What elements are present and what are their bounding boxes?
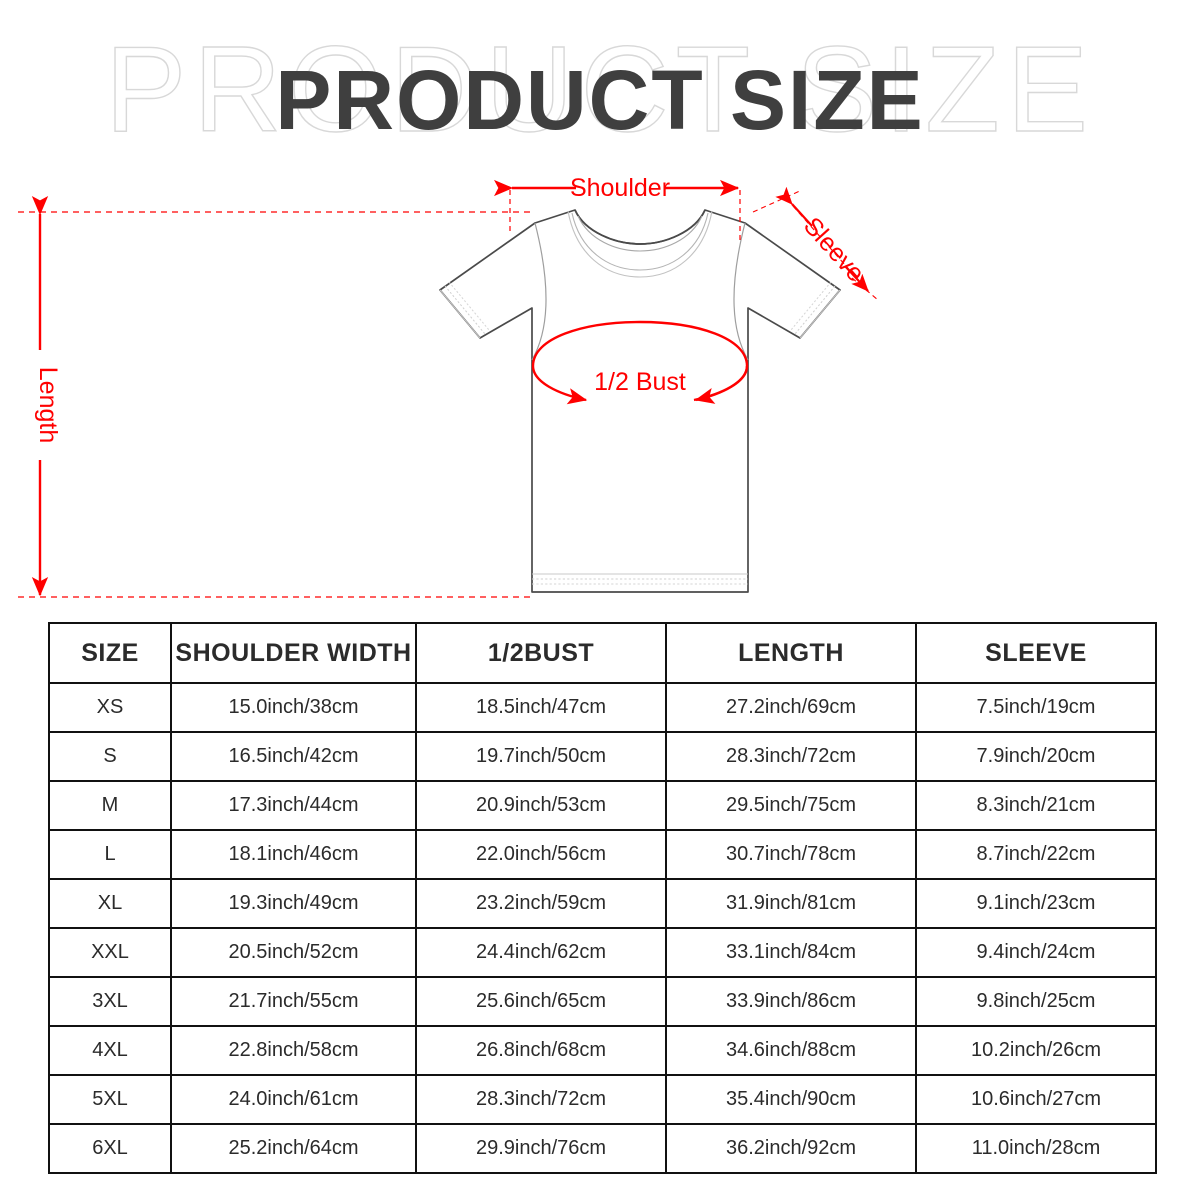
sleeve-cell: 8.7inch/22cm: [915, 829, 1157, 880]
length-cell: 35.4inch/90cm: [665, 1074, 917, 1125]
shoulder-cell: 25.2inch/64cm: [170, 1123, 417, 1174]
sleeve-cell: 10.6inch/27cm: [915, 1074, 1157, 1125]
shoulder-measurement: Shoulder: [494, 174, 741, 242]
column-header-sleeve: SLEEVE: [915, 622, 1157, 684]
column-header-length: LENGTH: [665, 622, 917, 684]
sleeve-cell: 10.2inch/26cm: [915, 1025, 1157, 1076]
shoulder-cell: 21.7inch/55cm: [170, 976, 417, 1027]
bust-cell: 19.7inch/50cm: [415, 731, 667, 782]
bust-measurement: 1/2 Bust: [531, 320, 749, 405]
length-measurement: Length: [18, 196, 530, 598]
size-cell: S: [48, 731, 172, 782]
sleeve-cell: 8.3inch/21cm: [915, 780, 1157, 831]
size-cell: M: [48, 780, 172, 831]
table-row: 4XL 22.8inch/58cm 26.8inch/68cm 34.6inch/88…: [48, 1025, 1157, 1076]
bust-cell: 24.4inch/62cm: [415, 927, 667, 978]
table-row: XXL 20.5inch/52cm 24.4inch/62cm 33.1inch/84…: [48, 927, 1157, 978]
size-cell: XL: [48, 878, 172, 929]
shoulder-cell: 16.5inch/42cm: [170, 731, 417, 782]
shoulder-cell: 22.8inch/58cm: [170, 1025, 417, 1076]
table-row: 5XL 24.0inch/61cm 28.3inch/72cm 35.4inch/90…: [48, 1074, 1157, 1125]
bust-cell: 28.3inch/72cm: [415, 1074, 667, 1125]
table-row: L 18.1inch/46cm 22.0inch/56cm 30.7inch/78cm…: [48, 829, 1157, 880]
size-cell: L: [48, 829, 172, 880]
size-cell: XS: [48, 682, 172, 733]
bust-cell: 29.9inch/76cm: [415, 1123, 667, 1174]
shoulder-cell: 20.5inch/52cm: [170, 927, 417, 978]
sleeve-cell: 9.4inch/24cm: [915, 927, 1157, 978]
size-cell: 4XL: [48, 1025, 172, 1076]
shoulder-cell: 17.3inch/44cm: [170, 780, 417, 831]
table-row: 3XL 21.7inch/55cm 25.6inch/65cm 33.9inch/86…: [48, 976, 1157, 1027]
bust-cell: 20.9inch/53cm: [415, 780, 667, 831]
size-cell: 3XL: [48, 976, 172, 1027]
column-header-shoulder: SHOULDER WIDTH: [170, 622, 417, 684]
table-header-row: SIZE SHOULDER WIDTH 1/2BUST LENGTH SLEEV…: [48, 622, 1157, 684]
sleeve-cell: 11.0inch/28cm: [915, 1123, 1157, 1174]
sleeve-cell: 9.8inch/25cm: [915, 976, 1157, 1027]
size-cell: 5XL: [48, 1074, 172, 1125]
column-header-size: SIZE: [48, 622, 172, 684]
sleeve-cell: 7.9inch/20cm: [915, 731, 1157, 782]
length-cell: 33.9inch/86cm: [665, 976, 917, 1027]
sleeve-cell: 7.5inch/19cm: [915, 682, 1157, 733]
length-cell: 29.5inch/75cm: [665, 780, 917, 831]
length-cell: 36.2inch/92cm: [665, 1123, 917, 1174]
table-row: S 16.5inch/42cm 19.7inch/50cm 28.3inch/72cm…: [48, 731, 1157, 782]
size-chart: SIZE SHOULDER WIDTH 1/2BUST LENGTH SLEEV…: [48, 622, 1157, 1174]
table-row: 6XL 25.2inch/64cm 29.9inch/76cm 36.2inch/92…: [48, 1123, 1157, 1174]
length-cell: 33.1inch/84cm: [665, 927, 917, 978]
length-cell: 34.6inch/88cm: [665, 1025, 917, 1076]
size-table: SIZE SHOULDER WIDTH 1/2BUST LENGTH SLEEV…: [48, 622, 1157, 1174]
length-cell: 28.3inch/72cm: [665, 731, 917, 782]
bust-label: 1/2 Bust: [594, 368, 686, 396]
tshirt-outline: [439, 209, 841, 593]
bust-cell: 26.8inch/68cm: [415, 1025, 667, 1076]
shoulder-cell: 18.1inch/46cm: [170, 829, 417, 880]
sleeve-cell: 9.1inch/23cm: [915, 878, 1157, 929]
length-cell: 31.9inch/81cm: [665, 878, 917, 929]
length-cell: 30.7inch/78cm: [665, 829, 917, 880]
page-title-ghost: PRODUCT SIZE: [104, 21, 1096, 157]
tshirt-measurement-diagram: Shoulder Sleeve 1/2 Bust Length: [0, 160, 1200, 620]
bust-cell: 23.2inch/59cm: [415, 878, 667, 929]
bust-cell: 25.6inch/65cm: [415, 976, 667, 1027]
length-label: Length: [34, 367, 62, 443]
bust-cell: 18.5inch/47cm: [415, 682, 667, 733]
size-cell: 6XL: [48, 1123, 172, 1174]
length-cell: 27.2inch/69cm: [665, 682, 917, 733]
page-title: PRODUCT SIZE: [275, 53, 925, 147]
column-header-bust: 1/2BUST: [415, 622, 667, 684]
table-row: XL 19.3inch/49cm 23.2inch/59cm 31.9inch/81c…: [48, 878, 1157, 929]
shoulder-cell: 24.0inch/61cm: [170, 1074, 417, 1125]
size-cell: XXL: [48, 927, 172, 978]
table-row: XS 15.0inch/38cm 18.5inch/47cm 27.2inch/69c…: [48, 682, 1157, 733]
shoulder-cell: 19.3inch/49cm: [170, 878, 417, 929]
shoulder-label: Shoulder: [570, 174, 670, 202]
page-title-block: PRODUCT SIZE PRODUCT SIZE: [0, 0, 1200, 175]
bust-cell: 22.0inch/56cm: [415, 829, 667, 880]
table-row: M 17.3inch/44cm 20.9inch/53cm 29.5inch/75cm…: [48, 780, 1157, 831]
shoulder-cell: 15.0inch/38cm: [170, 682, 417, 733]
